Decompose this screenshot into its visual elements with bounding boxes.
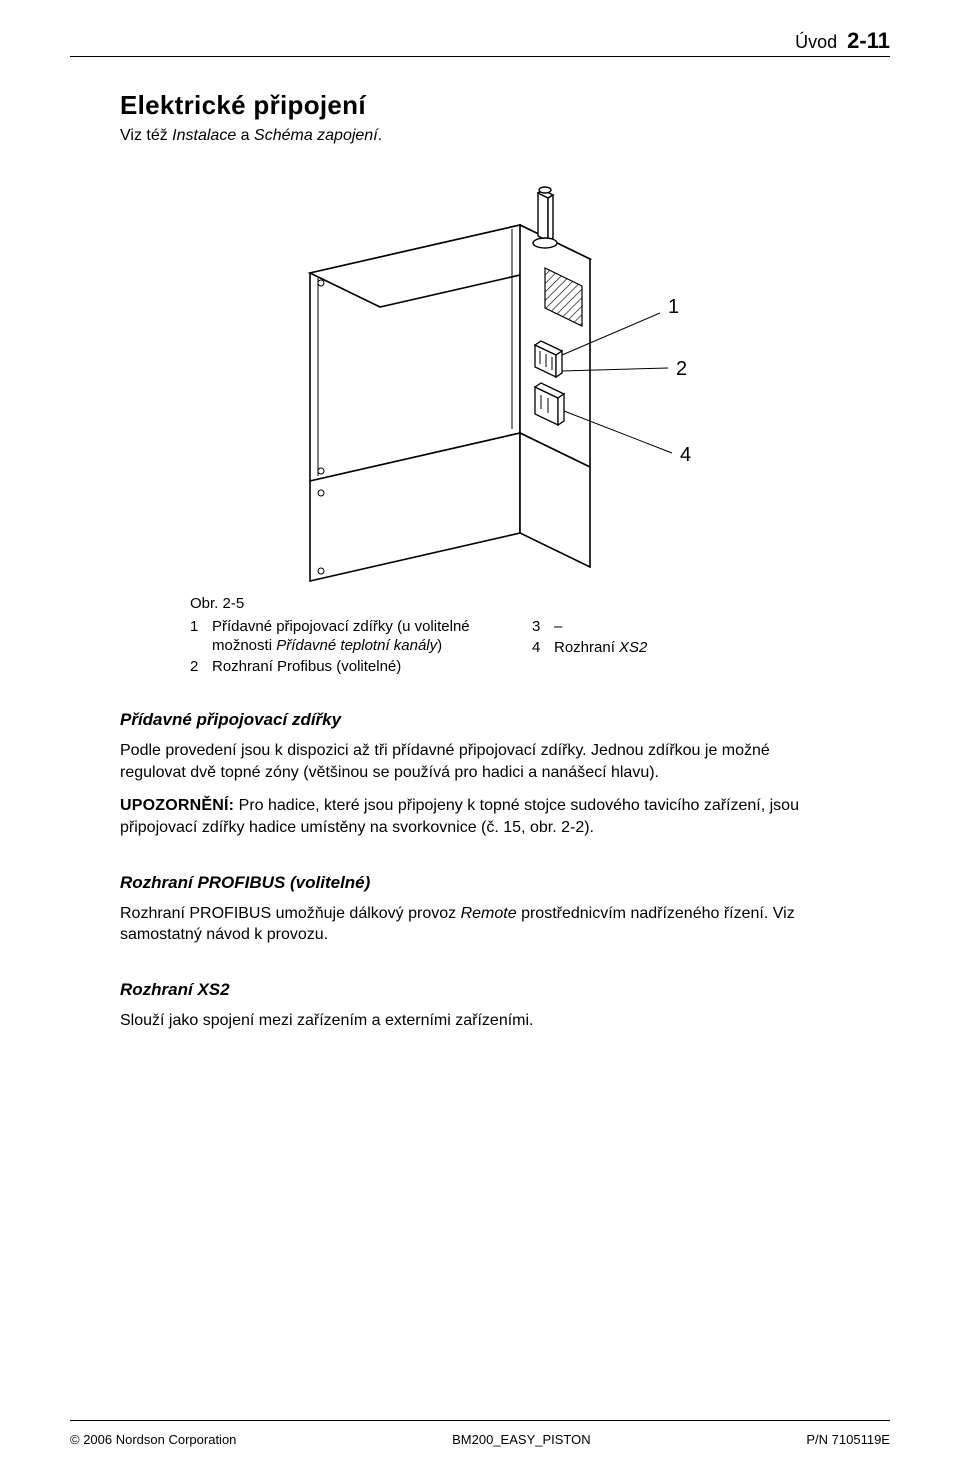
figure-legend: 1 Přídavné připojovací zdířky (u volitel… [190,618,750,676]
legend-item: 4 Rozhraní XS2 [532,639,647,658]
top-rule [70,56,890,57]
body-paragraph: Podle provedení jsou k dispozici až tři … [120,740,820,783]
section-heading: Rozhraní PROFIBUS (volitelné) [120,873,890,893]
legend-text: Přídavné připojovací zdířky (u volitelné… [212,618,472,656]
legend-text: Rozhraní Profibus (volitelné) [212,658,401,677]
subtitle-mid: a [236,127,254,144]
page: Úvod 2-11 Elektrické připojení Viz též I… [0,0,960,1473]
subtitle-italic-2: Schéma zapojení [254,127,378,144]
body-note: UPOZORNĚNÍ: Pro hadice, které jsou připo… [120,795,820,838]
note-label: UPOZORNĚNÍ: [120,797,234,814]
legend-item: 3 – [532,618,647,637]
subtitle-suffix: . [378,127,382,144]
footer-rule [70,1420,890,1421]
subtitle-italic-1: Instalace [172,127,236,144]
legend-num: 2 [190,658,204,675]
footer-center: BM200_EASY_PISTON [452,1432,591,1447]
footer-left: © 2006 Nordson Corporation [70,1432,236,1447]
legend-right: 3 – 4 Rozhraní XS2 [532,618,647,676]
figure-caption-label: Obr. 2-5 [190,595,750,612]
legend-num: 3 [532,618,546,635]
section-label: Úvod [795,32,837,52]
callout-2: 2 [676,358,687,380]
subtitle-prefix: Viz též [120,127,172,144]
footer: © 2006 Nordson Corporation BM200_EASY_PI… [70,1432,890,1447]
signal-tower-icon [533,187,557,248]
device-diagram: 1 2 4 [190,163,750,593]
subtitle: Viz též Instalace a Schéma zapojení. [120,127,890,145]
figure: 1 2 4 Obr. 2-5 1 Přídavné připojovací zd… [190,163,750,676]
callout-1: 1 [668,296,679,318]
body-paragraph: Rozhraní PROFIBUS umožňuje dálkový provo… [120,903,820,946]
legend-num: 1 [190,618,204,635]
page-code: 2-11 [847,28,890,53]
legend-item: 2 Rozhraní Profibus (volitelné) [190,658,472,677]
legend-num: 4 [532,639,546,656]
header-right: Úvod 2-11 [795,28,890,54]
section-heading: Přídavné připojovací zdířky [120,710,890,730]
callout-4: 4 [680,444,691,466]
legend-text: – [554,618,562,637]
footer-right: P/N 7105119E [806,1432,890,1447]
body-paragraph: Slouží jako spojení mezi zařízením a ext… [120,1010,820,1032]
legend-left: 1 Přídavné připojovací zdířky (u volitel… [190,618,472,676]
legend-text: Rozhraní XS2 [554,639,647,658]
section-heading: Rozhraní XS2 [120,980,890,1000]
page-title: Elektrické připojení [120,90,890,121]
legend-item: 1 Přídavné připojovací zdířky (u volitel… [190,618,472,656]
